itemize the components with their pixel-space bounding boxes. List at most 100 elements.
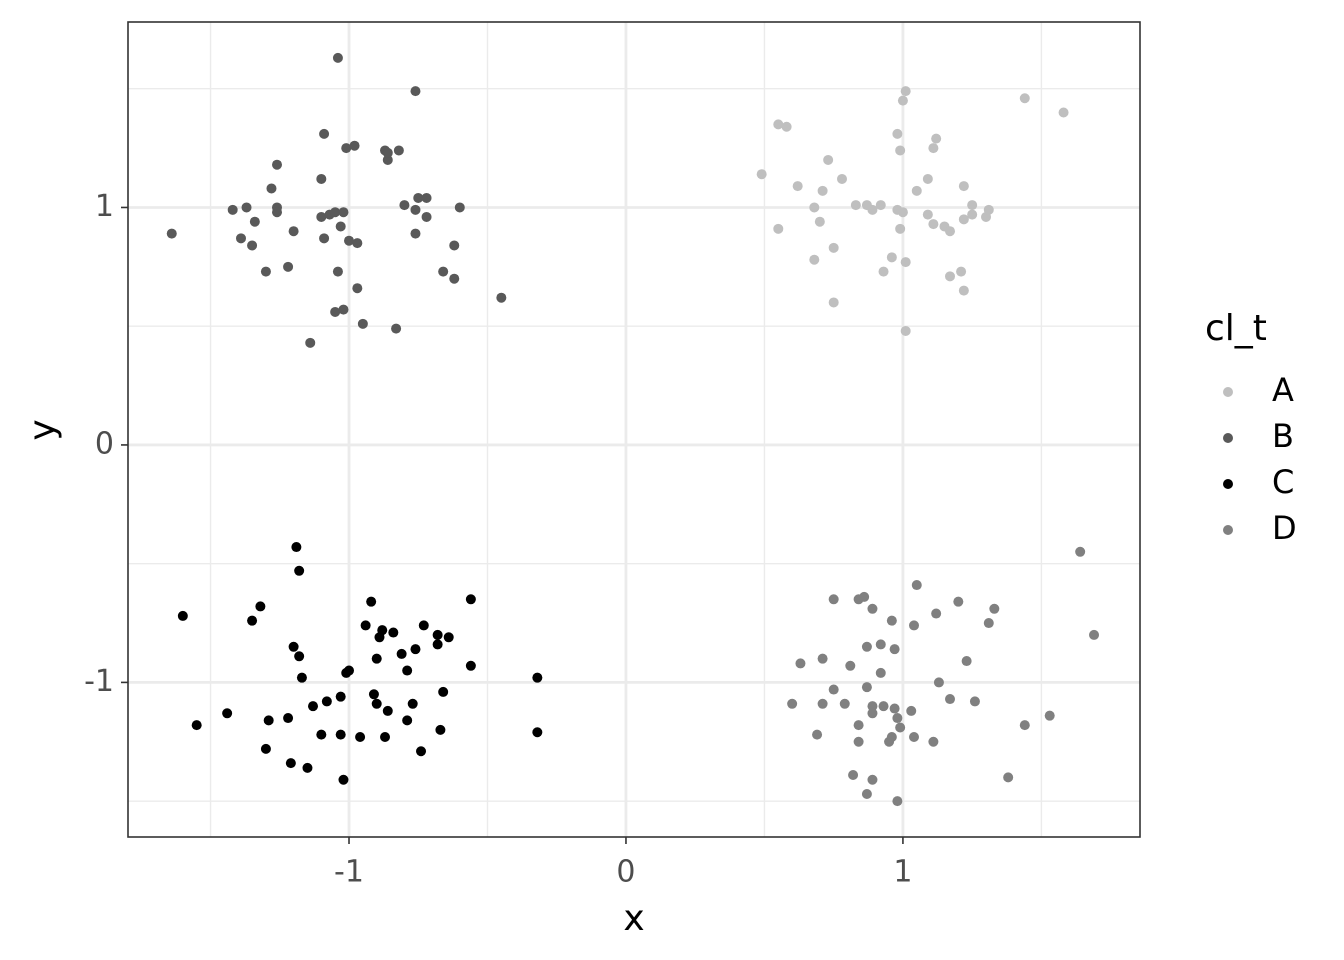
point <box>382 705 393 716</box>
point <box>931 608 942 619</box>
point <box>288 641 299 652</box>
x-axis-title: x <box>623 898 644 939</box>
point <box>809 254 820 265</box>
point <box>878 701 889 712</box>
point <box>928 143 939 154</box>
point <box>465 660 476 671</box>
point <box>255 601 266 612</box>
point <box>983 618 994 629</box>
point <box>357 318 368 329</box>
point <box>260 743 271 754</box>
point <box>897 207 908 218</box>
point <box>859 591 870 602</box>
point <box>1058 107 1069 118</box>
point <box>410 204 421 215</box>
point <box>861 682 872 693</box>
point <box>338 207 349 218</box>
point <box>828 297 839 308</box>
point <box>241 202 252 213</box>
point <box>222 708 233 719</box>
point <box>983 204 994 215</box>
point <box>496 292 507 303</box>
x-tick-label: 0 <box>616 855 635 890</box>
point <box>945 694 956 705</box>
y-tick-label: 0 <box>95 426 114 461</box>
point <box>875 667 886 678</box>
point <box>773 223 784 234</box>
point <box>291 542 302 553</box>
point <box>435 724 446 735</box>
point <box>191 720 202 731</box>
point <box>817 698 828 709</box>
point <box>945 226 956 237</box>
point <box>283 261 294 272</box>
point <box>958 214 969 225</box>
point <box>349 140 360 151</box>
point <box>861 641 872 652</box>
point <box>792 181 803 192</box>
point <box>532 727 543 738</box>
point <box>886 732 897 743</box>
point <box>897 95 908 106</box>
point <box>911 580 922 591</box>
point <box>853 720 864 731</box>
point <box>823 154 834 165</box>
point <box>421 192 432 203</box>
point <box>283 713 294 724</box>
point <box>931 133 942 144</box>
point <box>396 648 407 659</box>
point <box>886 615 897 626</box>
point <box>922 209 933 220</box>
points <box>166 52 1100 807</box>
point <box>909 732 920 743</box>
point <box>432 629 443 640</box>
point <box>795 658 806 669</box>
point <box>418 620 429 631</box>
point <box>344 235 355 246</box>
point <box>839 698 850 709</box>
point <box>906 705 917 716</box>
point <box>814 216 825 227</box>
point <box>319 128 330 139</box>
point <box>352 238 363 249</box>
point <box>438 686 449 697</box>
point <box>316 173 327 184</box>
point <box>260 266 271 277</box>
point <box>332 266 343 277</box>
point <box>956 266 967 277</box>
point <box>1019 93 1030 104</box>
point <box>875 639 886 650</box>
point <box>330 207 341 218</box>
legend-label: A <box>1272 371 1294 409</box>
point <box>1003 772 1014 783</box>
point <box>1089 629 1100 640</box>
point <box>909 620 920 631</box>
point <box>875 200 886 211</box>
point <box>443 632 454 643</box>
point <box>410 644 421 655</box>
point <box>319 233 330 244</box>
y-tick-label: -1 <box>84 664 114 699</box>
point <box>928 219 939 230</box>
point <box>413 192 424 203</box>
point <box>371 698 382 709</box>
legend-key <box>1223 479 1233 489</box>
point <box>900 325 911 336</box>
point <box>867 603 878 614</box>
point <box>355 732 366 743</box>
point <box>235 233 246 244</box>
point <box>845 660 856 671</box>
point <box>900 257 911 268</box>
point <box>421 211 432 222</box>
point <box>377 625 388 636</box>
point <box>911 185 922 196</box>
point <box>335 221 346 232</box>
y-tick-label: 1 <box>95 189 114 224</box>
point <box>958 285 969 296</box>
point <box>296 672 307 683</box>
point <box>867 708 878 719</box>
point <box>465 594 476 605</box>
point <box>889 703 900 714</box>
